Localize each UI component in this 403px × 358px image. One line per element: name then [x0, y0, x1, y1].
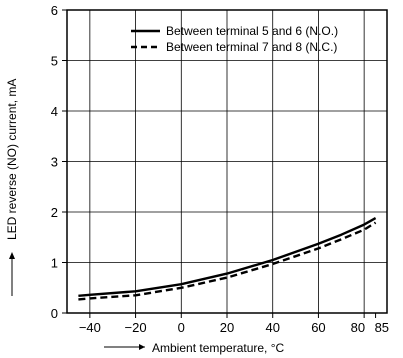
- legend: Between terminal 5 and 6 (N.O.) Between …: [131, 24, 338, 54]
- y-tick-label: 5: [51, 54, 58, 69]
- x-tick-label: 40: [265, 320, 279, 335]
- x-tick-label: 85: [375, 320, 389, 335]
- x-tick-label: −40: [79, 320, 101, 335]
- x-tick-label: 80: [351, 320, 365, 335]
- x-axis-title-group: Ambient temperature, °C: [104, 341, 285, 355]
- y-tick-label: 1: [51, 256, 58, 271]
- legend-label-nc: Between terminal 7 and 8 (N.C.): [166, 40, 337, 54]
- x-tick-label: 0: [178, 320, 185, 335]
- legend-label-no: Between terminal 5 and 6 (N.O.): [166, 24, 338, 38]
- series-line-nc: [78, 221, 377, 301]
- series-line-no: [78, 217, 377, 297]
- y-tick-label: 6: [51, 3, 58, 18]
- axis-ticks: −40 −20 0 20 40 60 80 85 0 1 2 3 4 5 6: [51, 3, 389, 335]
- x-tick-label: 20: [220, 320, 234, 335]
- series-layer: [78, 217, 377, 301]
- y-axis-title-group: LED reverse (NO) current, mA: [5, 79, 19, 296]
- x-axis-arrow-head: [139, 344, 145, 350]
- y-tick-label: 2: [51, 205, 58, 220]
- x-axis-title: Ambient temperature, °C: [152, 341, 285, 355]
- y-tick-label: 0: [51, 306, 58, 321]
- x-tick-label: −20: [125, 320, 147, 335]
- y-tick-label: 4: [51, 104, 58, 119]
- y-axis-arrow-head: [9, 252, 15, 259]
- grid-lines: [67, 9, 387, 314]
- y-tick-label: 3: [51, 155, 58, 170]
- y-axis-title: LED reverse (NO) current, mA: [5, 79, 19, 240]
- x-tick-label: 60: [311, 320, 325, 335]
